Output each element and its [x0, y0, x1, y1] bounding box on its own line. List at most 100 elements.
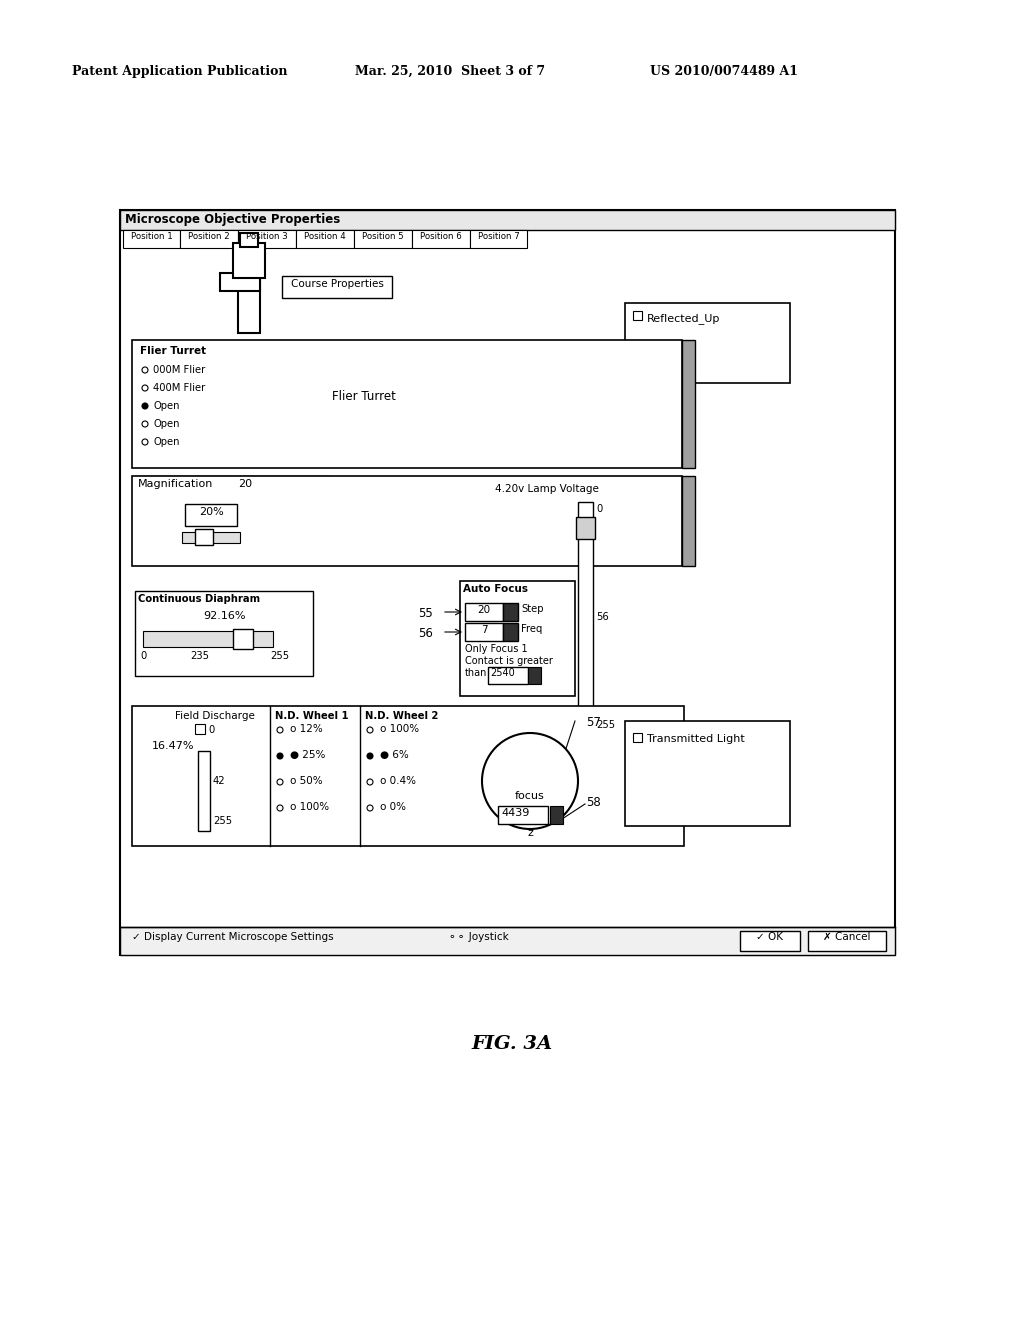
Bar [195, 723, 205, 734]
Text: ● 25%: ● 25% [290, 750, 326, 760]
Text: Position 3: Position 3 [246, 232, 288, 242]
Text: than: than [465, 668, 487, 678]
Text: o 0.4%: o 0.4% [380, 776, 416, 785]
Bar [120, 210, 895, 230]
Text: Continuous Diaphram: Continuous Diaphram [138, 594, 260, 605]
Bar [185, 504, 237, 525]
Text: 0: 0 [596, 504, 602, 513]
Text: o 0%: o 0% [380, 803, 406, 812]
Circle shape [367, 752, 373, 759]
Bar [195, 529, 213, 545]
Bar [470, 230, 527, 248]
Text: focus: focus [515, 791, 545, 801]
Circle shape [278, 779, 283, 785]
Text: Position 7: Position 7 [477, 232, 519, 242]
Bar [682, 477, 695, 566]
Text: Position 4: Position 4 [304, 232, 346, 242]
Bar [528, 667, 541, 684]
Text: 56: 56 [418, 627, 433, 640]
Bar [296, 230, 354, 248]
Text: 0: 0 [140, 651, 146, 661]
Bar [808, 931, 886, 950]
Bar [135, 591, 313, 676]
Bar [498, 807, 548, 824]
Circle shape [482, 733, 578, 829]
Text: Flier Turret: Flier Turret [140, 346, 206, 356]
Text: ✓ Display Current Microscope Settings: ✓ Display Current Microscope Settings [132, 932, 334, 942]
Text: Open: Open [153, 401, 179, 411]
Bar [625, 304, 790, 383]
Bar [233, 243, 265, 279]
Text: ● 6%: ● 6% [380, 750, 409, 760]
Bar [233, 630, 253, 649]
Bar [740, 931, 800, 950]
Bar [412, 230, 470, 248]
Text: 20: 20 [477, 605, 490, 615]
Text: 0: 0 [208, 725, 214, 735]
Bar [625, 721, 790, 826]
Text: o 100%: o 100% [290, 803, 329, 812]
Bar [132, 477, 682, 566]
Text: 16.47%: 16.47% [152, 741, 195, 751]
Bar [123, 230, 180, 248]
Bar [234, 478, 275, 496]
Bar [135, 343, 305, 463]
Text: 20%: 20% [199, 507, 223, 517]
Text: Open: Open [153, 418, 179, 429]
Bar [143, 631, 273, 647]
Bar [503, 623, 518, 642]
Text: Position 2: Position 2 [188, 232, 229, 242]
Bar [503, 603, 518, 620]
Circle shape [142, 440, 148, 445]
Text: o 12%: o 12% [290, 723, 323, 734]
Text: Course Properties: Course Properties [291, 279, 383, 289]
Text: ✗ Cancel: ✗ Cancel [823, 932, 870, 942]
Text: o 100%: o 100% [380, 723, 419, 734]
Text: 7: 7 [480, 624, 487, 635]
Text: Patent Application Publication: Patent Application Publication [72, 65, 288, 78]
Text: Magnification: Magnification [138, 479, 213, 488]
Circle shape [142, 421, 148, 426]
Text: Reflected_Up: Reflected_Up [647, 313, 720, 323]
Text: 56: 56 [596, 612, 608, 622]
Text: Position 1: Position 1 [131, 232, 172, 242]
Bar [220, 273, 260, 290]
Text: 255: 255 [596, 719, 615, 730]
Text: 42: 42 [213, 776, 225, 785]
Text: 55: 55 [418, 607, 433, 620]
Bar [488, 667, 528, 684]
Text: N.D. Wheel 2: N.D. Wheel 2 [365, 711, 438, 721]
Text: ⚬⚬ Joystick: ⚬⚬ Joystick [449, 932, 509, 942]
Text: Mar. 25, 2010  Sheet 3 of 7: Mar. 25, 2010 Sheet 3 of 7 [355, 65, 545, 78]
Text: Position 6: Position 6 [420, 232, 462, 242]
Bar [120, 927, 895, 954]
Text: Open: Open [153, 437, 179, 447]
Bar [354, 230, 412, 248]
Bar [682, 341, 695, 469]
Bar [238, 230, 296, 248]
Text: Auto Focus: Auto Focus [463, 583, 528, 594]
Text: Microscope Objective Properties: Microscope Objective Properties [125, 213, 340, 226]
Bar [182, 532, 240, 543]
Text: 255: 255 [213, 816, 232, 826]
Text: 235: 235 [190, 651, 210, 661]
Circle shape [367, 727, 373, 733]
Text: Only Focus 1: Only Focus 1 [465, 644, 527, 653]
Bar [132, 341, 682, 469]
Circle shape [278, 727, 283, 733]
Text: 4439: 4439 [501, 808, 529, 818]
Circle shape [278, 752, 283, 759]
Bar [198, 751, 210, 832]
Text: 4.20v Lamp Voltage: 4.20v Lamp Voltage [495, 484, 599, 494]
Circle shape [142, 403, 148, 409]
Circle shape [367, 779, 373, 785]
Bar [575, 517, 595, 539]
Text: N.D. Wheel 1: N.D. Wheel 1 [275, 711, 348, 721]
Text: 20: 20 [238, 479, 252, 488]
Text: o 50%: o 50% [290, 776, 323, 785]
Bar [578, 502, 593, 733]
Text: ✓ OK: ✓ OK [757, 932, 783, 942]
Text: 92.16%: 92.16% [203, 611, 246, 620]
Bar [238, 273, 260, 333]
Bar [633, 312, 642, 319]
